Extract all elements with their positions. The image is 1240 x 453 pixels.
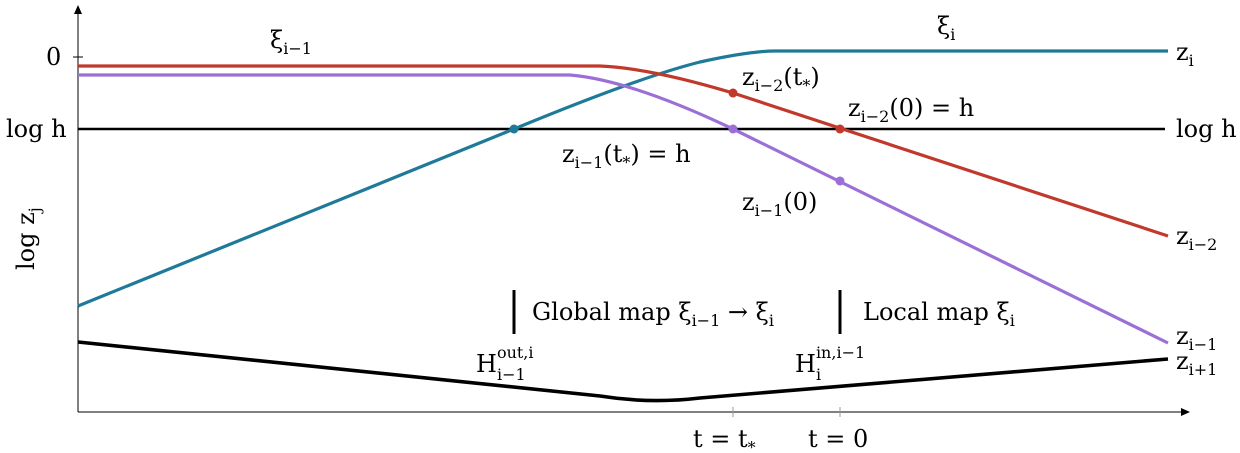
- label-z-im2: zi−2: [1176, 222, 1217, 254]
- label-zim2-tstar: zi−2(t*): [742, 63, 820, 95]
- y-axis-label: log zj: [12, 207, 44, 270]
- label-z-im1-base: z: [1176, 322, 1189, 350]
- label-zim1-tstar-arg: (t: [603, 140, 622, 168]
- xtick-zero-label: t = 0: [808, 425, 868, 453]
- label-z-i: zi: [1176, 38, 1194, 70]
- h-in-base: H: [795, 350, 816, 378]
- label-zim1-tstar: zi−1(t*) = h: [562, 140, 691, 172]
- label-zim2-tstar-arg: (t: [783, 63, 802, 91]
- label-zim2-tstar-close: ): [810, 63, 819, 91]
- label-zim1-tstar-sub: i−1: [575, 153, 604, 172]
- local-map-sub: i: [1010, 311, 1015, 330]
- global-map-text-a: Global map ξ: [532, 298, 692, 326]
- curve-z-ip1: [77, 340, 1169, 403]
- label-xi-i-base: ξ: [937, 12, 950, 40]
- y-axis-arrowhead: [74, 5, 82, 14]
- local-map-label: Local map ξi: [863, 298, 1015, 330]
- label-zim1-zero-base: z: [742, 188, 755, 216]
- xtick-tstar-sub: *: [748, 438, 756, 453]
- label-zim2-zero: zi−2(0) = h: [848, 94, 974, 126]
- label-zim1-zero-rest: (0): [783, 188, 817, 216]
- h-out-sup: out,i: [497, 343, 534, 362]
- label-xi-im1-sub: i−1: [283, 39, 312, 58]
- point-zim2-tstar: [728, 88, 738, 98]
- axes: [73, 5, 1190, 417]
- label-zim2-tstar-sub: i−2: [755, 76, 784, 95]
- global-map-label: Global map ξi−1 → ξi: [532, 298, 774, 330]
- global-map-text-b: → ξ: [720, 298, 769, 326]
- label-z-im1-sub: i−1: [1189, 335, 1218, 354]
- label-zim2-zero-sub: i−2: [861, 107, 890, 126]
- y-axis-label-sub: j: [25, 207, 44, 214]
- xtick-tstar-main: t = t: [693, 425, 748, 453]
- point-zim2-zero: [835, 124, 845, 134]
- h-in-sub-label: i: [816, 365, 821, 384]
- point-zi-logh: [509, 124, 519, 134]
- label-xi-i: ξi: [937, 12, 955, 44]
- label-z-im2-sub: i−2: [1189, 235, 1218, 254]
- label-right-logh: log h: [1176, 115, 1237, 143]
- ytick-logh-label: log h: [6, 115, 67, 143]
- label-zim1-zero: zi−1(0): [742, 188, 817, 220]
- y-axis-label-main: log z: [12, 212, 40, 270]
- label-z-ip1-sub: i+1: [1189, 360, 1218, 379]
- label-z-ip1: zi+1: [1176, 347, 1217, 379]
- h-out-sub-label: i−1: [497, 365, 526, 384]
- label-zim2-zero-base: z: [848, 94, 861, 122]
- label-zim1-tstar-rest: ) = h: [630, 140, 690, 168]
- h-out-label: Hout,i: [476, 343, 534, 378]
- xtick-tstar-label: t = t*: [693, 425, 756, 453]
- label-z-i-sub: i: [1189, 51, 1194, 70]
- label-zim1-tstar-argsub: *: [622, 153, 630, 172]
- label-z-ip1-base: z: [1176, 347, 1189, 375]
- h-in-sup: in,i−1: [816, 343, 865, 362]
- point-zim1-tstar: [728, 124, 738, 134]
- label-z-im1: zi−1: [1176, 322, 1217, 354]
- label-z-im2-base: z: [1176, 222, 1189, 250]
- label-z-i-base: z: [1176, 38, 1189, 66]
- label-zim1-tstar-base: z: [562, 140, 575, 168]
- h-out-base: H: [476, 350, 497, 378]
- global-map-sub2: i: [769, 311, 774, 330]
- label-zim2-tstar-argsub: *: [802, 76, 810, 95]
- curve-z-im1: [78, 73, 1169, 345]
- x-axis-arrowhead: [1181, 408, 1190, 416]
- point-zim1-zero: [835, 176, 845, 186]
- label-zim1-zero-sub: i−1: [755, 201, 784, 220]
- global-map-sub1: i−1: [692, 311, 721, 330]
- curve-z-i: [77, 49, 1168, 308]
- curve-z-im2: [78, 64, 1169, 238]
- label-xi-im1: ξi−1: [270, 26, 312, 58]
- label-xi-im1-base: ξ: [270, 26, 283, 54]
- ytick-zero-label: 0: [46, 43, 61, 71]
- label-xi-i-sub: i: [950, 25, 955, 44]
- local-map-text: Local map ξ: [863, 298, 1010, 326]
- h-in-label: Hin,i−1: [795, 343, 865, 378]
- label-zim2-zero-rest: (0) = h: [889, 94, 974, 122]
- label-zim2-tstar-base: z: [742, 63, 755, 91]
